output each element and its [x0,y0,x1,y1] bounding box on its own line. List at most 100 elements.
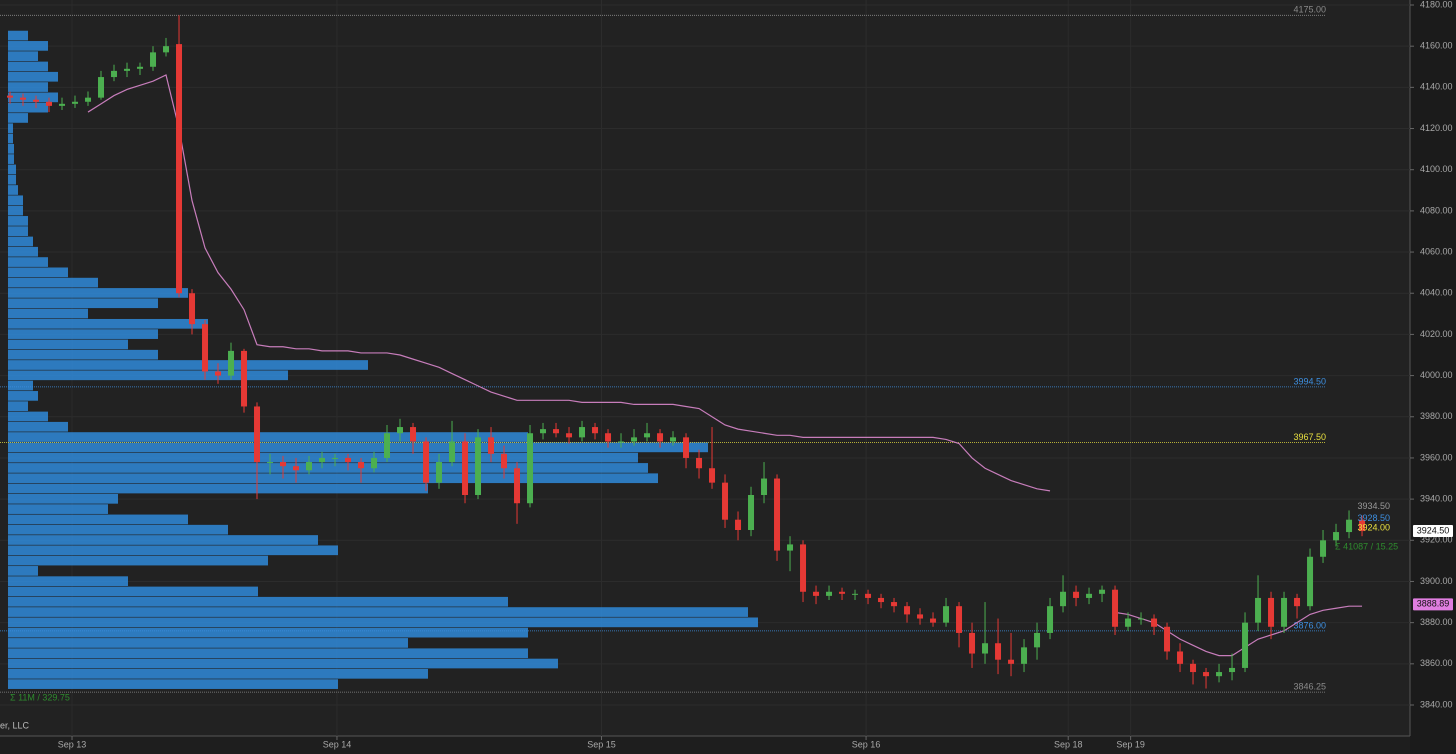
candle-body [709,468,716,483]
candle-body [1203,672,1210,677]
profile-bar [8,61,48,72]
profile-bar [8,586,258,597]
profile-bar [8,617,758,628]
y-tick-label: 3920.00 [1420,535,1453,545]
candle-body [1073,591,1080,598]
y-tick-label: 4100.00 [1420,164,1453,174]
note: Σ 11M / 329.75 [10,692,70,702]
candle-body [514,468,521,504]
profile-bar [8,51,38,62]
profile-bar [8,308,88,319]
y-tick-label: 4000.00 [1420,370,1453,380]
y-tick-label: 4160.00 [1420,41,1453,51]
candle-body [462,441,469,495]
profile-bar [8,123,13,134]
candle-body [150,52,157,67]
candle-body [1125,618,1132,627]
candle-body [1333,532,1340,541]
candle-body [566,433,573,438]
profile-bar [8,401,28,412]
y-tick-label: 3980.00 [1420,411,1453,421]
candle-body [1359,519,1366,532]
candle-body [644,433,651,438]
candle-body [124,68,131,71]
candle-body [1138,618,1145,620]
profile-bar [8,638,408,648]
profile-bar [8,113,28,123]
candle-body [501,453,508,469]
level-label: 3967.50 [1293,432,1326,442]
candle-body [891,602,898,607]
profile-bar [8,627,528,638]
candle-body [774,478,781,551]
candle-body [436,462,443,483]
y-tick-label: 3840.00 [1420,699,1453,709]
candle-body [956,606,963,633]
candle-body [1242,622,1249,668]
candle-body [189,293,196,325]
candle-body [787,544,794,551]
profile-bar [8,391,38,401]
candle-body [1060,591,1067,607]
candle-body [20,97,27,100]
candle-body [488,437,495,454]
candle-body [1086,593,1093,598]
profile-bar [8,102,48,113]
y-tick-label: 4040.00 [1420,288,1453,298]
price-axis [1410,0,1456,754]
profile-bar [8,668,428,679]
candle-body [371,457,378,469]
profile-bar [8,442,708,453]
candle-body [475,437,482,495]
level-label: 4175.00 [1293,5,1326,15]
candle-body [33,99,40,102]
mini-label: 3924.00 [1357,522,1390,532]
profile-bar [8,370,288,381]
candle-body [111,70,118,78]
profile-bar [8,164,16,175]
candle-body [800,544,807,592]
candle-body [215,371,222,376]
candle-body [1229,667,1236,673]
x-tick-label: Sep 18 [1054,739,1083,749]
mini-label: 3928.50 [1357,513,1390,523]
profile-bar [8,267,68,278]
candle-body [59,103,66,106]
profile-bar [8,236,33,247]
candle-body [1216,672,1223,677]
profile-bar [8,380,33,391]
candle-body [1320,540,1327,557]
profile-bar [8,566,38,576]
profile-bar [8,411,48,422]
price-tag [1413,598,1453,611]
candle-body [618,441,625,443]
candle-body [943,606,950,623]
candle-body [982,643,989,654]
y-tick-label: 4060.00 [1420,246,1453,256]
candle-body [46,101,53,106]
profile-bar [8,607,748,617]
profile-bar [8,658,558,669]
candle-body [683,437,690,458]
profile-bar [8,174,16,185]
candle-body [1047,606,1054,633]
profile-bar [8,216,28,226]
y-tick-label: 3900.00 [1420,576,1453,586]
candle-body [319,457,326,463]
candle-body [930,618,937,623]
candle-body [865,593,872,598]
profile-bar [8,71,58,82]
candle-body [553,429,560,434]
profile-bar [8,349,158,360]
candle-body [839,591,846,594]
profile-bar [8,257,48,267]
profile-bar [8,41,48,51]
profile-bar [8,339,128,350]
candle-body [995,643,1002,660]
candle-body [1307,556,1314,607]
candle-body [85,97,92,102]
price-tag-label: 3924.50 [1417,525,1450,535]
profile-bar [8,185,18,195]
candle-body [241,350,248,407]
candle-body [722,482,729,520]
